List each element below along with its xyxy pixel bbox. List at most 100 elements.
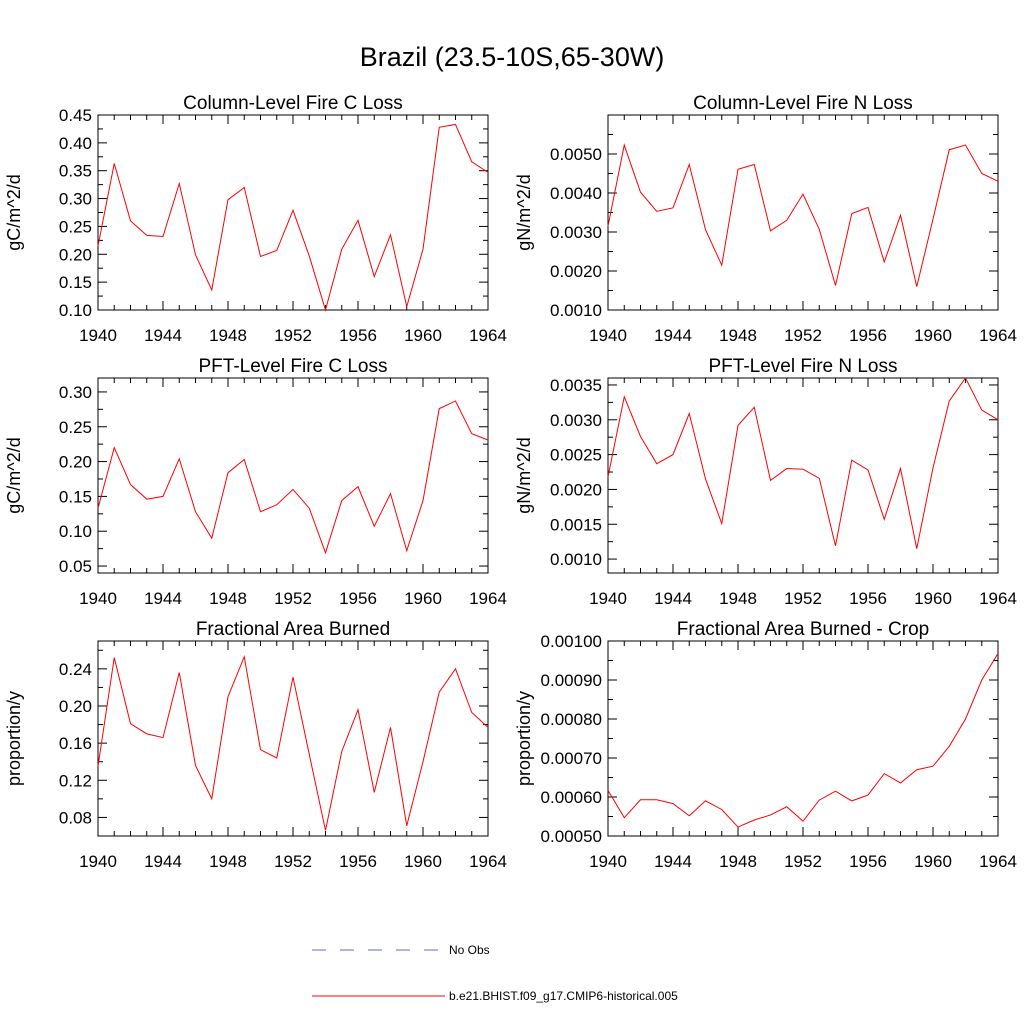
y-axis-label: proportion/y (4, 691, 24, 786)
y-tick-label: 0.15 (59, 273, 92, 292)
panel-fractional-area-burned: Fractional Area Burned 1940 1944 1948 1952 19… (4, 619, 507, 871)
x-tick-label: 1940 (79, 589, 117, 608)
y-tick-label: 0.25 (59, 217, 92, 236)
x-tick-label: 1956 (339, 589, 377, 608)
x-tick-label: 1940 (79, 852, 117, 871)
x-tick-label: 1944 (144, 852, 182, 871)
series-line (607, 653, 999, 828)
legend-label-model: b.e21.BHIST.f09_g17.CMIP6-historical.005 (449, 989, 678, 1003)
y-tick-label: 0.10 (59, 522, 92, 541)
x-tick-label: 1956 (849, 852, 887, 871)
y-tick-label: 0.45 (59, 106, 92, 125)
y-tick-label: 0.0010 (550, 301, 602, 320)
x-tick-label: 1960 (404, 589, 442, 608)
y-axis-label: gC/m^2/d (4, 174, 24, 250)
y-tick-label: 0.00050 (541, 827, 602, 846)
x-tick-label: 1952 (274, 589, 312, 608)
x-tick-label: 1960 (914, 852, 952, 871)
x-tick-label: 1952 (274, 326, 312, 345)
x-tick-label: 1948 (719, 326, 757, 345)
y-tick-label: 0.35 (59, 162, 92, 181)
legend-label-no-obs: No Obs (449, 943, 490, 957)
panel-title: PFT-Level Fire N Loss (709, 356, 898, 377)
y-axis-label: gN/m^2/d (514, 174, 534, 250)
y-tick-label: 0.0035 (550, 376, 602, 395)
x-tick-label: 1948 (719, 852, 757, 871)
x-tick-label: 1952 (784, 852, 822, 871)
y-axis-label: gN/m^2/d (514, 437, 534, 513)
y-tick-label: 0.0030 (550, 223, 602, 242)
panel-fractional-area-burned-crop: Fractional Area Burned - Crop 1940 1944 194… (514, 619, 1017, 871)
y-tick-label: 0.0050 (550, 145, 602, 164)
x-tick-label: 1964 (469, 852, 507, 871)
y-tick-label: 0.05 (59, 557, 92, 576)
panel-title: Fractional Area Burned (196, 619, 390, 640)
x-tick-label: 1948 (209, 589, 247, 608)
panel-title: PFT-Level Fire C Loss (199, 356, 388, 377)
x-tick-label: 1944 (654, 589, 692, 608)
y-tick-label: 0.20 (59, 453, 92, 472)
x-tick-label: 1940 (589, 589, 627, 608)
x-tick-label: 1948 (209, 852, 247, 871)
x-tick-label: 1948 (209, 326, 247, 345)
x-tick-label: 1948 (719, 589, 757, 608)
series-line (97, 123, 489, 312)
x-tick-label: 1956 (849, 326, 887, 345)
panel-title: Column-Level Fire N Loss (693, 93, 913, 114)
y-tick-label: 0.20 (59, 697, 92, 716)
panel-pft-level-fire-n-loss: PFT-Level Fire N Loss 1940 1944 1948 1952 195… (514, 356, 1017, 608)
panel-title: Fractional Area Burned - Crop (677, 619, 929, 640)
x-tick-label: 1940 (589, 326, 627, 345)
y-tick-label: 0.0020 (550, 480, 602, 499)
y-tick-label: 0.20 (59, 245, 92, 264)
y-tick-label: 0.00080 (541, 710, 602, 729)
y-tick-label: 0.16 (59, 734, 92, 753)
x-tick-label: 1944 (144, 589, 182, 608)
x-tick-label: 1960 (914, 326, 952, 345)
x-tick-label: 1960 (404, 852, 442, 871)
panel-title: Column-Level Fire C Loss (183, 93, 403, 114)
x-tick-label: 1944 (654, 852, 692, 871)
series-line (97, 654, 489, 831)
series-line (607, 143, 999, 287)
series-line (97, 400, 489, 555)
figure-title: Brazil (23.5-10S,65-30W) (360, 42, 665, 72)
x-tick-label: 1964 (469, 589, 507, 608)
y-tick-label: 0.00090 (541, 671, 602, 690)
y-tick-label: 0.10 (59, 301, 92, 320)
series-line (607, 377, 999, 549)
x-tick-label: 1964 (979, 589, 1017, 608)
y-tick-label: 0.25 (59, 418, 92, 437)
y-tick-label: 0.30 (59, 383, 92, 402)
x-tick-label: 1960 (404, 326, 442, 345)
y-axis-label: gC/m^2/d (4, 437, 24, 513)
y-tick-label: 0.08 (59, 808, 92, 827)
y-tick-label: 0.0015 (550, 515, 602, 534)
panel-column-level-fire-n-loss: Column-Level Fire N Loss 1940 1944 1948 1952… (514, 93, 1017, 345)
x-tick-label: 1956 (339, 326, 377, 345)
y-tick-label: 0.24 (59, 660, 92, 679)
x-tick-label: 1956 (849, 589, 887, 608)
x-tick-label: 1960 (914, 589, 952, 608)
panel-column-level-fire-c-loss: Column-Level Fire C Loss 1940 1944 1948 1952… (4, 93, 507, 345)
x-tick-label: 1940 (589, 852, 627, 871)
x-tick-label: 1944 (654, 326, 692, 345)
y-tick-label: 0.30 (59, 190, 92, 209)
x-tick-label: 1952 (274, 852, 312, 871)
x-tick-label: 1964 (979, 852, 1017, 871)
x-tick-label: 1956 (339, 852, 377, 871)
y-tick-label: 0.0010 (550, 550, 602, 569)
y-tick-label: 0.00070 (541, 749, 602, 768)
y-tick-label: 0.00060 (541, 788, 602, 807)
y-tick-label: 0.0040 (550, 184, 602, 203)
y-axis-label: proportion/y (514, 691, 534, 786)
panel-pft-level-fire-c-loss: PFT-Level Fire C Loss 1940 1944 1948 1952 195… (4, 356, 507, 608)
x-tick-label: 1940 (79, 326, 117, 345)
x-tick-label: 1964 (979, 326, 1017, 345)
y-tick-label: 0.40 (59, 134, 92, 153)
y-tick-label: 0.00100 (541, 632, 602, 651)
x-tick-label: 1952 (784, 326, 822, 345)
x-tick-label: 1952 (784, 589, 822, 608)
